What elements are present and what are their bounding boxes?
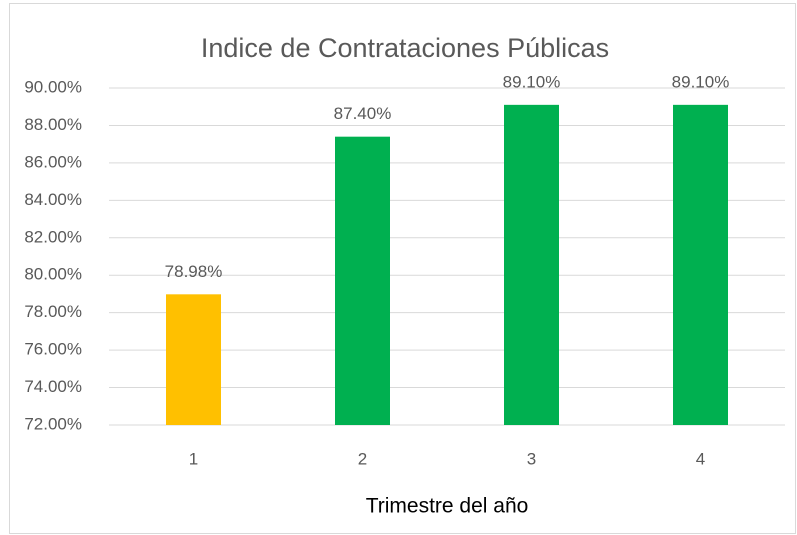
- y-tick-label: 88.00%: [24, 115, 82, 134]
- x-tick-label: 4: [696, 449, 705, 468]
- y-tick-label: 76.00%: [24, 340, 82, 359]
- y-tick-label: 78.00%: [24, 302, 82, 321]
- data-label: 78.98%: [165, 262, 223, 281]
- chart-title: Indice de Contrataciones Públicas: [201, 33, 609, 63]
- x-tick-label: 3: [527, 449, 536, 468]
- bar: [504, 104, 559, 425]
- y-tick-label: 86.00%: [24, 152, 82, 171]
- chart-border: [9, 3, 796, 534]
- data-label: 87.40%: [334, 104, 392, 123]
- y-tick-label: 74.00%: [24, 377, 82, 396]
- data-label: 89.10%: [672, 72, 730, 91]
- y-tick-label: 82.00%: [24, 227, 82, 246]
- x-axis-title: Trimestre del año: [366, 495, 529, 518]
- data-label: 89.10%: [503, 72, 561, 91]
- x-tick-label: 2: [358, 449, 367, 468]
- bar: [673, 104, 728, 425]
- y-tick-label: 84.00%: [24, 190, 82, 209]
- bar: [335, 136, 390, 425]
- y-tick-label: 90.00%: [24, 77, 82, 96]
- y-tick-label: 72.00%: [24, 414, 82, 433]
- y-tick-label: 80.00%: [24, 265, 82, 284]
- bar: [166, 294, 221, 425]
- x-tick-label: 1: [189, 449, 198, 468]
